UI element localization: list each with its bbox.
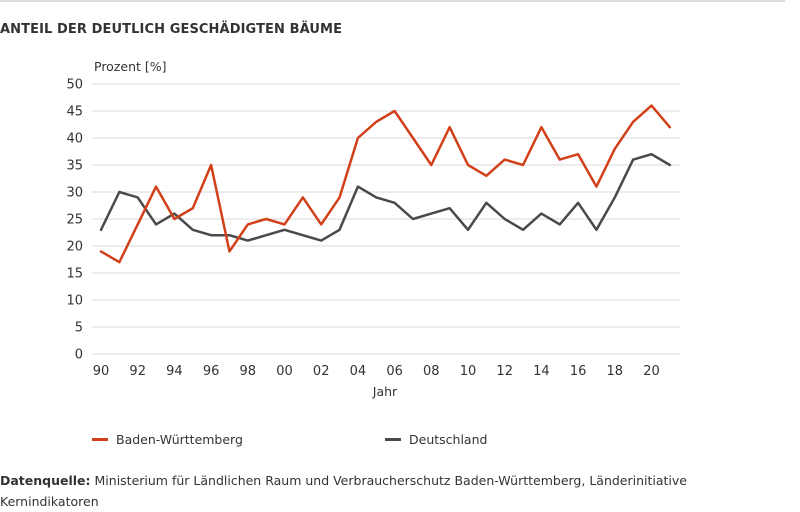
x-tick-label: 98 [240,364,257,379]
y-tick-label: 5 [75,321,83,336]
x-tick-label: 20 [643,364,660,379]
legend-item-baden-wuerttemberg: Baden-Württemberg [92,432,243,447]
x-tick-label: 18 [607,364,624,379]
x-tick-label: 16 [570,364,587,379]
x-tick-label: 02 [313,364,330,379]
x-axis-ticks: 90 92 94 96 98 00 02 04 06 08 10 12 14 16 18 20 [93,364,660,379]
grid-lines [92,83,680,355]
legend-item-deutschland: Deutschland [385,432,487,447]
x-tick-label: 94 [166,364,183,379]
y-tick-label: 45 [66,105,83,120]
y-axis-label: Prozent [%] [94,59,167,74]
chart-title: ANTEIL DER DEUTLICH GESCHÄDIGTEN BÄUME [0,22,343,37]
top-divider [0,0,785,2]
x-tick-label: 04 [350,364,367,379]
x-tick-label: 14 [533,364,550,379]
legend-label-baden-wuerttemberg: Baden-Württemberg [116,432,243,447]
y-tick-label: 50 [66,78,83,93]
series-line-deutschland [99,152,672,242]
line-chart: 0 5 10 15 20 25 30 35 40 45 50 90 92 94 96 98 00 02 04 06 0… [66,59,680,399]
x-tick-label: 96 [203,364,220,379]
source-label: Datenquelle: [0,473,91,488]
x-tick-label: 08 [423,364,440,379]
y-tick-label: 20 [66,240,83,255]
x-tick-label: 10 [460,364,477,379]
series-line-baden-wuerttemberg [99,104,672,264]
legend-label-deutschland: Deutschland [409,432,488,447]
series-lines [99,104,672,264]
y-tick-label: 10 [66,294,83,309]
y-axis-ticks: 0 5 10 15 20 25 30 35 40 45 50 [66,78,83,363]
y-tick-label: 40 [66,132,83,147]
data-source: Datenquelle: Ministerium für Ländlichen … [0,470,700,512]
x-tick-label: 12 [496,364,513,379]
x-tick-label: 06 [386,364,403,379]
source-text: Ministerium für Ländlichen Raum und Verb… [0,473,687,509]
y-tick-label: 35 [66,159,83,174]
x-tick-label: 00 [276,364,293,379]
legend-swatch-deutschland [385,438,401,441]
x-axis-label: Jahr [372,384,398,399]
x-tick-label: 90 [93,364,110,379]
legend-swatch-baden-wuerttemberg [92,438,108,441]
y-tick-label: 15 [66,267,83,282]
y-tick-label: 30 [66,186,83,201]
y-tick-label: 0 [75,348,83,363]
legend: Baden-Württemberg Deutschland [0,432,785,450]
x-tick-label: 92 [129,364,146,379]
y-tick-label: 25 [66,213,83,228]
